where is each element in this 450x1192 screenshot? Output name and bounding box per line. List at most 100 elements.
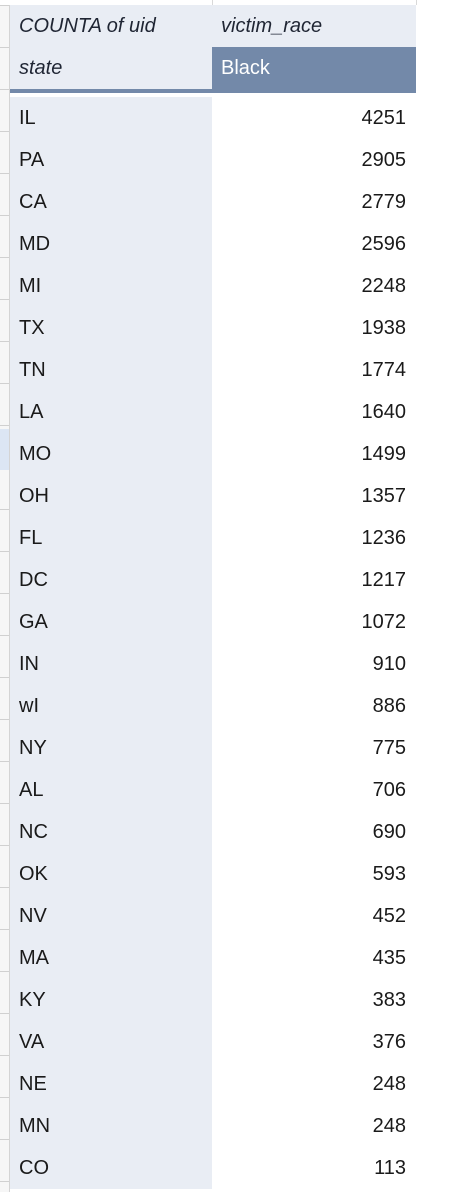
state-cell[interactable]: IL (10, 97, 212, 139)
empty-sheet-area[interactable] (416, 5, 450, 1192)
column-divider (212, 0, 213, 5)
state-cell[interactable]: OK (10, 853, 212, 895)
table-row: OH 1357 (10, 475, 416, 517)
state-cell[interactable]: wI (10, 685, 212, 727)
state-cell[interactable]: IN (10, 643, 212, 685)
row-divider (0, 215, 9, 216)
state-cell[interactable]: MD (10, 223, 212, 265)
column-field-label[interactable]: victim_race (212, 5, 416, 47)
table-row: NC 690 (10, 811, 416, 853)
row-divider (0, 383, 9, 384)
state-cell[interactable]: MN (10, 1105, 212, 1147)
table-row: LA 1640 (10, 391, 416, 433)
count-cell[interactable]: 1072 (212, 601, 416, 643)
state-cell[interactable]: CO (10, 1147, 212, 1189)
state-cell[interactable]: MI (10, 265, 212, 307)
row-divider (0, 761, 9, 762)
state-cell[interactable]: KY (10, 979, 212, 1021)
row-divider (0, 257, 9, 258)
count-cell[interactable]: 2596 (212, 223, 416, 265)
row-divider (0, 677, 9, 678)
state-cell[interactable]: NE (10, 1063, 212, 1105)
count-cell[interactable]: 1217 (212, 559, 416, 601)
state-cell[interactable]: TX (10, 307, 212, 349)
count-cell[interactable]: 886 (212, 685, 416, 727)
count-cell[interactable]: 690 (212, 811, 416, 853)
count-cell[interactable]: 1499 (212, 433, 416, 475)
count-cell[interactable]: 1357 (212, 475, 416, 517)
state-cell[interactable]: NC (10, 811, 212, 853)
row-divider (0, 803, 9, 804)
table-row: CO 113 (10, 1147, 416, 1189)
state-cell[interactable]: FL (10, 517, 212, 559)
row-divider (0, 551, 9, 552)
state-cell[interactable]: PA (10, 139, 212, 181)
state-cell[interactable]: MO (10, 433, 212, 475)
table-row: MD 2596 (10, 223, 416, 265)
state-cell[interactable]: LA (10, 391, 212, 433)
count-cell[interactable]: 4251 (212, 97, 416, 139)
count-cell[interactable]: 1640 (212, 391, 416, 433)
count-cell[interactable]: 706 (212, 769, 416, 811)
row-divider (0, 1013, 9, 1014)
count-cell[interactable]: 2248 (212, 265, 416, 307)
table-row: VA 376 (10, 1021, 416, 1063)
row-divider (0, 635, 9, 636)
count-cell[interactable]: 452 (212, 895, 416, 937)
table-row: NY 775 (10, 727, 416, 769)
row-field-label[interactable]: state (10, 47, 212, 89)
table-row: wI 886 (10, 685, 416, 727)
state-cell[interactable]: CA (10, 181, 212, 223)
row-divider (0, 509, 9, 510)
count-cell[interactable]: 593 (212, 853, 416, 895)
state-cell[interactable]: OH (10, 475, 212, 517)
count-cell[interactable]: 1774 (212, 349, 416, 391)
count-cell[interactable]: 376 (212, 1021, 416, 1063)
row-divider (0, 929, 9, 930)
row-divider (0, 341, 9, 342)
row-divider (0, 425, 9, 426)
pivot-body: IL 4251 PA 2905 CA 2779 MD 2596 MI 2248 TX 1938 TN 17… (10, 97, 416, 1189)
state-cell[interactable]: TN (10, 349, 212, 391)
table-row: AL 706 (10, 769, 416, 811)
count-cell[interactable]: 2905 (212, 139, 416, 181)
pivot-subheader-row: state Black (10, 47, 416, 93)
table-row: IL 4251 (10, 97, 416, 139)
count-cell[interactable]: 383 (212, 979, 416, 1021)
row-divider (0, 1055, 9, 1056)
state-cell[interactable]: DC (10, 559, 212, 601)
count-cell[interactable]: 2779 (212, 181, 416, 223)
table-row: MI 2248 (10, 265, 416, 307)
row-divider (0, 971, 9, 972)
row-divider (0, 845, 9, 846)
state-cell[interactable]: VA (10, 1021, 212, 1063)
row-divider (0, 593, 9, 594)
row-divider (0, 719, 9, 720)
state-cell[interactable]: NY (10, 727, 212, 769)
table-row: PA 2905 (10, 139, 416, 181)
values-field-label[interactable]: COUNTA of uid (10, 5, 212, 47)
state-cell[interactable]: NV (10, 895, 212, 937)
table-row: FL 1236 (10, 517, 416, 559)
state-cell[interactable]: MA (10, 937, 212, 979)
count-cell[interactable]: 910 (212, 643, 416, 685)
table-row: MN 248 (10, 1105, 416, 1147)
count-cell[interactable]: 775 (212, 727, 416, 769)
count-cell[interactable]: 113 (212, 1147, 416, 1189)
column-value-header[interactable]: Black (212, 47, 416, 89)
table-row: NE 248 (10, 1063, 416, 1105)
table-row: TN 1774 (10, 349, 416, 391)
pivot-table: COUNTA of uid victim_race state Black IL… (10, 5, 416, 1189)
column-divider (416, 0, 417, 5)
selected-row-indicator (0, 429, 9, 470)
count-cell[interactable]: 435 (212, 937, 416, 979)
count-cell[interactable]: 248 (212, 1105, 416, 1147)
table-row: MA 435 (10, 937, 416, 979)
state-cell[interactable]: GA (10, 601, 212, 643)
row-divider (0, 1181, 9, 1182)
state-cell[interactable]: AL (10, 769, 212, 811)
count-cell[interactable]: 1236 (212, 517, 416, 559)
row-divider (0, 131, 9, 132)
count-cell[interactable]: 1938 (212, 307, 416, 349)
count-cell[interactable]: 248 (212, 1063, 416, 1105)
